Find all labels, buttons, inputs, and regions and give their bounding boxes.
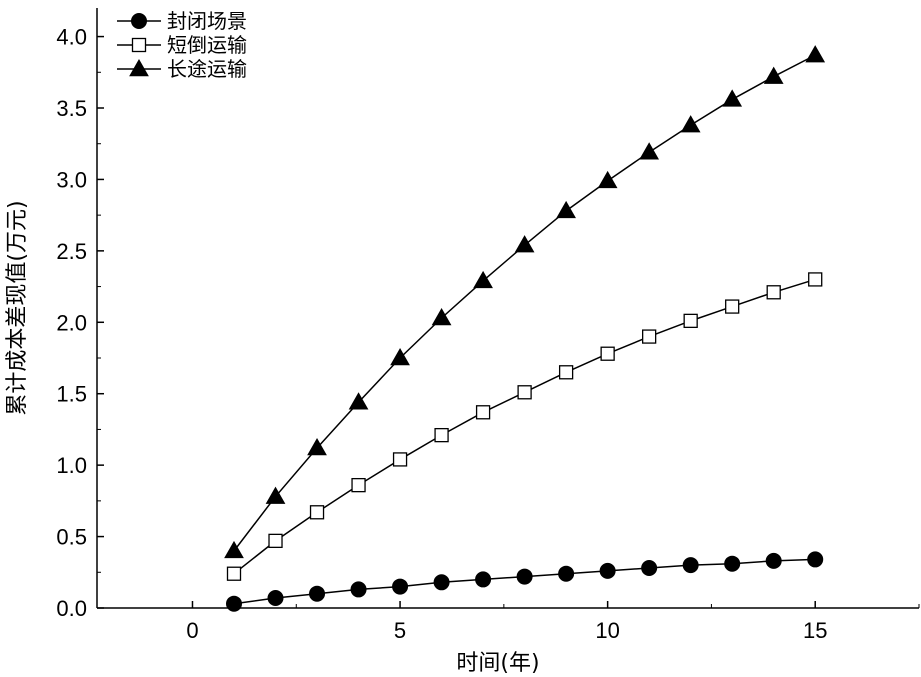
legend-item-2: 短倒运输 — [117, 33, 247, 57]
x-axis-title: 时间(年) — [456, 651, 539, 676]
data-point — [807, 551, 824, 568]
data-point — [763, 66, 784, 84]
y-tick-label: 1.0 — [56, 453, 87, 478]
data-point — [765, 552, 782, 569]
data-point — [599, 562, 616, 579]
data-point — [309, 505, 325, 520]
data-point — [434, 427, 449, 443]
y-tick-label: 0.0 — [56, 596, 87, 621]
data-point — [431, 307, 452, 326]
legend-marker — [129, 58, 149, 77]
y-tick-label: 1.5 — [56, 382, 87, 407]
data-point — [267, 590, 284, 606]
data-point — [805, 45, 826, 63]
data-point — [597, 170, 618, 189]
y-axis-title: 累计成本差现值(万元) — [5, 200, 30, 415]
data-point — [514, 235, 535, 253]
data-point — [226, 566, 242, 581]
data-point — [350, 581, 367, 598]
y-tick-label: 2.5 — [56, 239, 87, 264]
data-point — [392, 578, 409, 595]
data-point — [475, 405, 491, 420]
data-point — [642, 329, 657, 344]
data-point — [724, 555, 741, 572]
data-point — [516, 568, 533, 585]
legend-item-3: 长途运输 — [117, 57, 247, 81]
legend-label: 短倒运输 — [167, 33, 247, 57]
data-point — [390, 347, 410, 366]
legend-marker — [131, 37, 147, 53]
x-tick-label: 0 — [186, 618, 198, 643]
data-point — [558, 365, 574, 380]
data-point — [808, 272, 823, 287]
data-point — [433, 574, 450, 591]
data-point — [517, 385, 532, 400]
data-point — [725, 299, 740, 314]
data-point — [392, 452, 408, 467]
y-tick-label: 2.0 — [56, 310, 87, 335]
data-point — [224, 540, 244, 559]
series-line — [233, 278, 816, 575]
axes: 0 5 10 15 0.0 0.5 1.0 1.5 2.0 2.5 3.0 3.5 4.0 — [56, 8, 920, 643]
data-point — [558, 565, 575, 582]
data-point — [348, 392, 369, 410]
data-point — [722, 89, 743, 107]
legend-item-1: 封闭场景 — [117, 9, 247, 33]
series-1 — [226, 551, 824, 612]
data-point — [683, 313, 698, 329]
data-point — [309, 585, 326, 602]
data-point — [680, 115, 701, 133]
legend-label: 封闭场景 — [167, 9, 247, 33]
y-tick-label: 4.0 — [56, 25, 87, 50]
data-point — [307, 437, 327, 456]
x-tick-label: 10 — [595, 618, 619, 643]
data-point — [641, 560, 658, 576]
data-point — [351, 477, 366, 493]
series-3 — [224, 45, 826, 559]
data-point — [226, 595, 242, 612]
y-tick-label: 3.5 — [56, 96, 87, 121]
data-point — [268, 533, 283, 549]
legend-label: 长途运输 — [167, 57, 247, 81]
data-point — [682, 557, 699, 574]
data-point — [556, 200, 576, 219]
data-point — [475, 571, 492, 588]
series-layer — [224, 45, 826, 612]
data-point — [473, 270, 493, 289]
series-2 — [226, 272, 823, 581]
data-point — [766, 285, 781, 300]
x-tick-label: 15 — [803, 618, 827, 643]
y-tick-label: 0.5 — [56, 525, 87, 550]
y-tick-label: 3.0 — [56, 167, 87, 192]
legend-marker — [131, 13, 147, 29]
x-tick-label: 5 — [394, 618, 406, 643]
data-point — [639, 142, 660, 160]
data-point — [265, 486, 286, 504]
data-point — [600, 346, 615, 361]
